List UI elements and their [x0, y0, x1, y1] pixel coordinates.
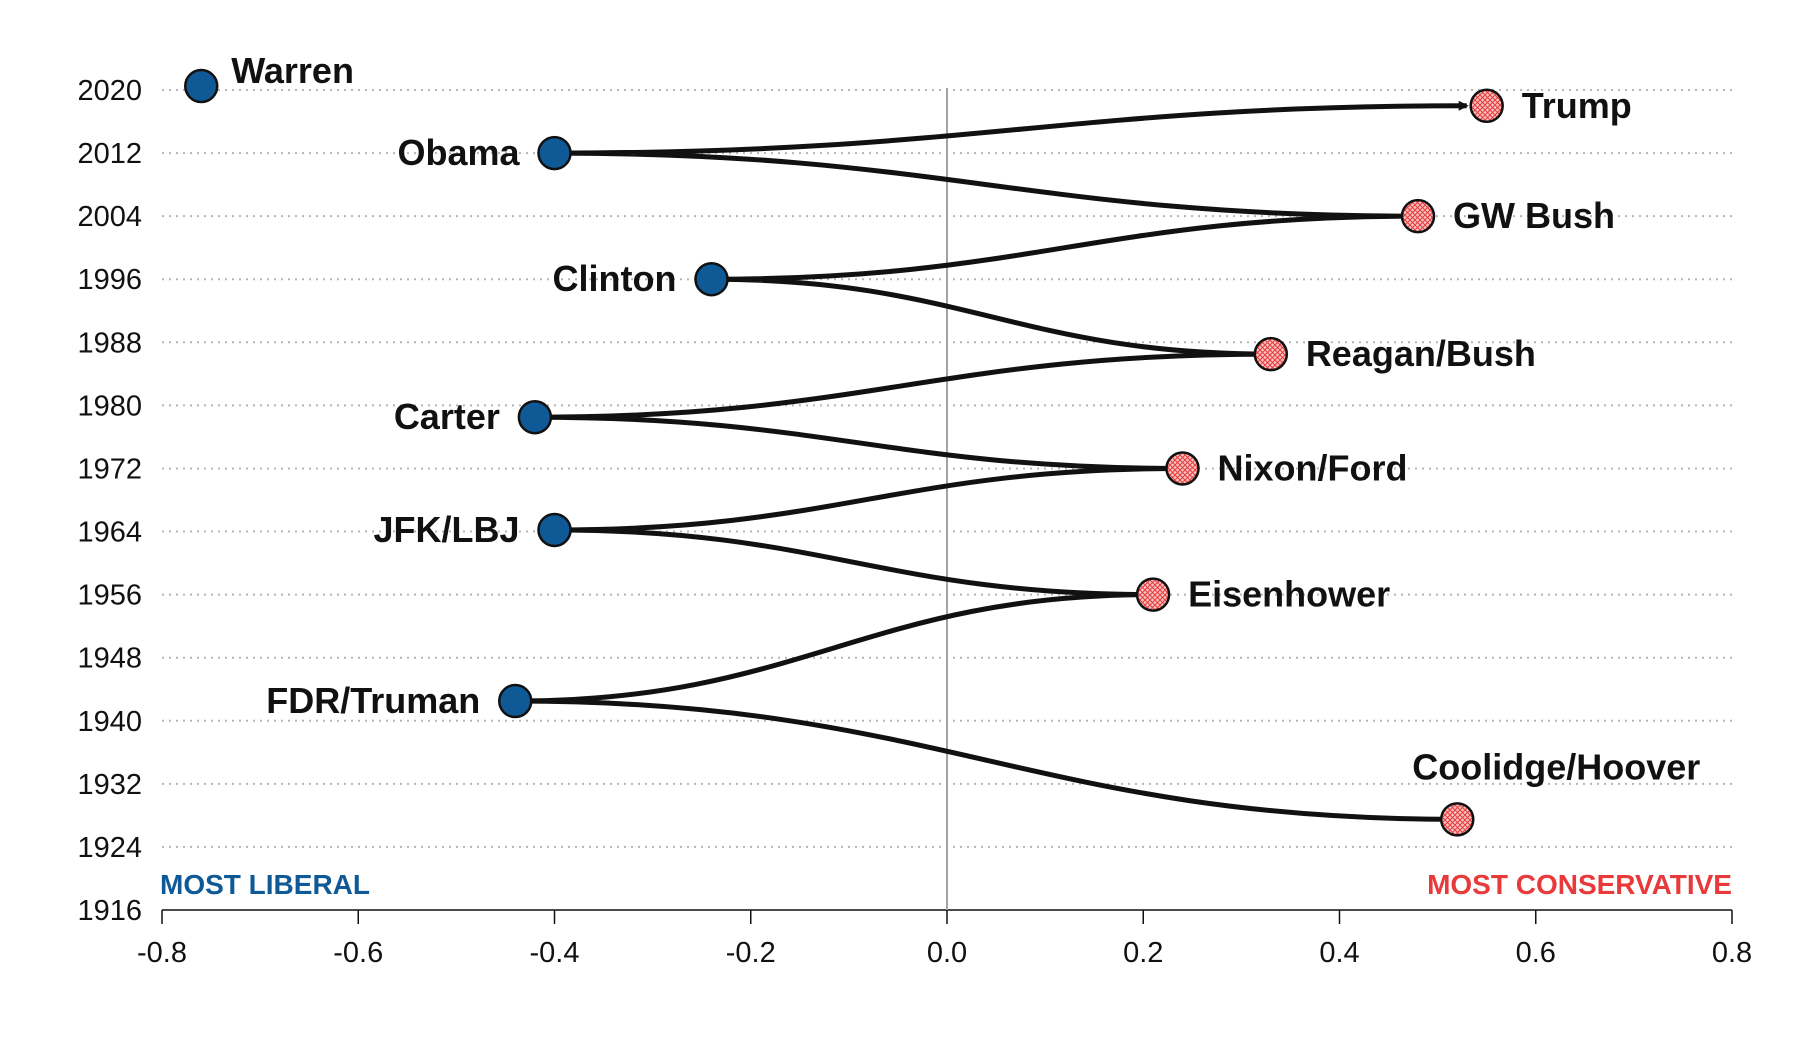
y-tick-label: 1996 — [77, 264, 142, 296]
label-carter: Carter — [394, 396, 500, 437]
x-tick-label: 0.4 — [1319, 937, 1359, 969]
point-gw-bush — [1400, 198, 1436, 234]
label-fdr-truman: FDR/Truman — [266, 680, 480, 721]
y-tick-label: 1916 — [77, 895, 142, 927]
y-tick-label: 2012 — [77, 138, 142, 170]
y-tick-label: 1948 — [77, 643, 142, 675]
point-nixon-ford — [1165, 451, 1200, 486]
label-trump: Trump — [1522, 85, 1632, 126]
y-tick-label: 1980 — [77, 390, 142, 422]
y-tick-label: 1924 — [77, 832, 142, 864]
label-jfk-lbj: JFK/LBJ — [373, 509, 519, 550]
point-coolidge-hoover — [1440, 802, 1475, 837]
y-tick-label: 1972 — [77, 453, 142, 485]
most-liberal-label: MOST LIBERAL — [160, 869, 370, 900]
x-tick-label: 0.6 — [1516, 937, 1556, 969]
y-tick-label: 1956 — [77, 580, 142, 612]
point-carter — [517, 399, 553, 435]
x-tick-label: -0.8 — [137, 937, 187, 969]
y-tick-label: 1964 — [77, 517, 142, 549]
label-warren: Warren — [231, 50, 354, 91]
timeline-path — [515, 100, 1469, 822]
label-reagan-bush: Reagan/Bush — [1306, 333, 1536, 374]
x-tick-label: -0.4 — [530, 937, 580, 969]
point-warren — [184, 68, 219, 104]
label-eisenhower: Eisenhower — [1188, 574, 1390, 615]
point-fdr-truman — [498, 683, 533, 719]
point-trump — [1469, 88, 1504, 124]
y-tick-label: 1940 — [77, 706, 142, 738]
point-reagan-bush — [1253, 336, 1289, 372]
x-tick-label: 0.8 — [1712, 937, 1752, 969]
y-tick-label: 1932 — [77, 769, 142, 801]
label-obama: Obama — [397, 132, 520, 173]
y-tick-label: 2020 — [77, 75, 142, 107]
point-eisenhower — [1135, 577, 1171, 612]
label-nixon-ford: Nixon/Ford — [1218, 447, 1408, 488]
label-clinton: Clinton — [553, 258, 677, 299]
x-tick-label: -0.2 — [726, 937, 776, 969]
x-tick-label: 0.2 — [1123, 937, 1163, 969]
y-tick-label: 1988 — [77, 327, 142, 359]
x-tick-label: 0.0 — [927, 937, 967, 969]
point-labels: Coolidge/Hoover FDR/Truman Eisenhower JFK/L… — [231, 50, 1700, 787]
timeline-curve — [515, 100, 1469, 822]
data-points — [184, 68, 1504, 837]
label-gw-bush: GW Bush — [1453, 195, 1615, 236]
point-obama — [537, 135, 572, 171]
point-jfk-lbj — [537, 512, 572, 548]
point-clinton — [694, 261, 729, 297]
most-conservative-label: MOST CONSERVATIVE — [1427, 869, 1732, 900]
x-tick-label: -0.6 — [333, 937, 383, 969]
axes: 1916 1924 1932 1940 1948 1956 1964 1972 1980 1988… — [77, 75, 1752, 969]
y-tick-label: 2004 — [77, 201, 142, 233]
label-coolidge-hoover: Coolidge/Hoover — [1412, 746, 1700, 787]
